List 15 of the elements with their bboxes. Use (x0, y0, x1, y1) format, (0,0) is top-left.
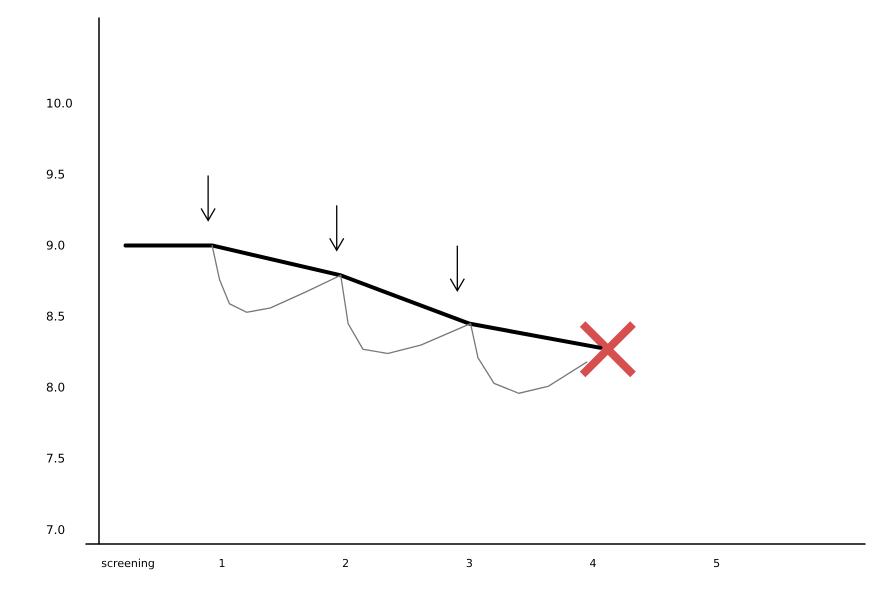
x-tick-label: 1 (218, 557, 226, 570)
x-tick-label: 3 (466, 557, 473, 570)
y-tick-label: 8.0 (46, 380, 66, 395)
x-tick-label: screening (101, 557, 155, 570)
line-series (211, 244, 588, 394)
x-tick-label: 2 (342, 557, 350, 570)
x-tick-label: 5 (713, 557, 720, 570)
y-tick-label: 8.5 (46, 310, 66, 324)
x-tick-label: 4 (589, 557, 596, 570)
y-tick-label: 7.5 (46, 452, 66, 466)
y-tick-label: 7.0 (46, 522, 66, 537)
y-tick-label: 9.5 (46, 167, 66, 182)
y-tick-label: 9.0 (46, 238, 66, 252)
y-tick-label: 10.0 (46, 96, 73, 110)
line-series (124, 243, 602, 350)
